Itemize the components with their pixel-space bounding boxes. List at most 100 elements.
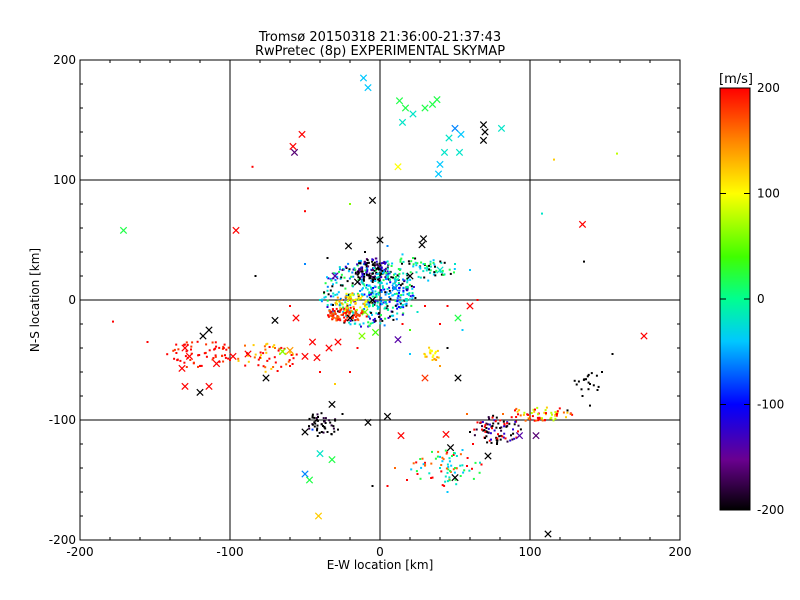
data-point: [513, 437, 516, 440]
data-point: [441, 269, 444, 272]
data-point: [412, 257, 414, 259]
data-cross: [419, 235, 428, 243]
data-point: [244, 364, 247, 367]
data-point: [395, 284, 397, 287]
data-point: [347, 270, 350, 273]
data-point: [492, 422, 495, 425]
data-point: [349, 203, 351, 205]
data-point: [333, 430, 336, 433]
data-point: [529, 418, 532, 421]
data-point: [490, 425, 493, 428]
data-point: [372, 292, 375, 295]
data-point: [476, 299, 479, 301]
data-point: [488, 417, 491, 420]
x-axis-label: E-W location [km]: [327, 558, 434, 572]
data-point: [496, 443, 498, 445]
data-point: [586, 375, 589, 378]
data-point: [504, 437, 507, 440]
data-point: [368, 299, 371, 302]
data-point: [365, 315, 368, 318]
data-point: [455, 483, 458, 486]
data-point: [334, 272, 337, 275]
data-point: [382, 270, 385, 273]
data-point: [388, 289, 391, 292]
data-point: [368, 274, 371, 277]
data-cross: [358, 332, 366, 340]
data-point: [475, 428, 478, 431]
data-point: [446, 347, 449, 349]
data-point: [337, 315, 340, 318]
data-point: [471, 467, 473, 470]
data-point: [374, 290, 377, 293]
data-point: [338, 317, 341, 320]
data-point: [459, 475, 462, 477]
data-point: [369, 317, 371, 320]
data-point: [479, 421, 482, 424]
data-point: [428, 268, 430, 271]
data-point: [406, 281, 409, 284]
data-point: [417, 275, 420, 278]
data-point: [274, 361, 277, 364]
data-point: [531, 415, 534, 418]
data-cross: [398, 118, 407, 127]
data-point: [592, 384, 595, 387]
data-point: [339, 304, 342, 307]
data-point: [363, 273, 365, 275]
data-point: [379, 280, 382, 283]
data-cross: [286, 346, 294, 355]
data-point: [499, 438, 502, 441]
data-point: [410, 260, 413, 263]
data-point: [360, 278, 363, 281]
data-point: [374, 280, 377, 282]
data-point: [429, 260, 432, 263]
data-point: [552, 419, 555, 422]
data-point: [341, 298, 344, 301]
data-point: [555, 414, 558, 417]
data-point: [350, 309, 353, 312]
data-point: [490, 441, 493, 444]
data-point: [378, 312, 380, 315]
data-point: [367, 284, 369, 287]
data-point: [389, 291, 392, 294]
data-point: [382, 261, 385, 264]
data-point: [411, 292, 414, 295]
data-point: [505, 425, 508, 428]
data-point: [554, 417, 557, 420]
data-point: [284, 352, 287, 355]
data-point: [369, 286, 372, 289]
data-point: [372, 279, 375, 281]
y-tick-label: -100: [49, 413, 76, 427]
data-point: [372, 305, 374, 308]
data-point: [550, 411, 553, 414]
data-point: [450, 464, 453, 467]
data-point: [376, 301, 379, 304]
data-point: [172, 349, 175, 352]
data-point: [511, 438, 514, 441]
data-point: [483, 425, 486, 428]
data-point: [488, 439, 491, 442]
data-cross: [409, 110, 417, 118]
data-point: [376, 273, 379, 275]
data-point: [494, 420, 497, 423]
data-point: [362, 293, 364, 296]
data-point: [556, 413, 558, 415]
data-point: [454, 478, 457, 481]
data-point: [412, 462, 415, 465]
data-point: [371, 290, 374, 293]
data-point: [336, 293, 339, 296]
data-point: [544, 409, 547, 412]
data-point: [388, 300, 391, 303]
data-point: [277, 349, 280, 352]
data-point: [367, 265, 370, 268]
data-point: [395, 318, 398, 321]
data-point: [280, 365, 283, 368]
data-point: [616, 152, 618, 155]
data-point: [254, 353, 257, 356]
data-point: [361, 272, 364, 275]
data-point: [291, 353, 294, 356]
data-point: [489, 432, 492, 435]
data-point: [480, 463, 483, 466]
data-point: [324, 282, 327, 285]
data-cross: [301, 352, 309, 361]
data-point: [378, 278, 381, 281]
